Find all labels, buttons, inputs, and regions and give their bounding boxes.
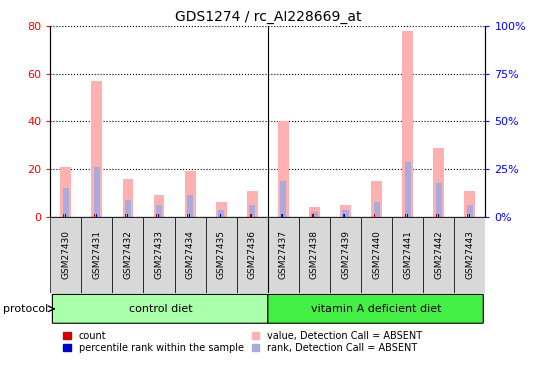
Bar <box>156 214 157 217</box>
Text: GSM27430: GSM27430 <box>61 230 70 279</box>
Text: GSM27443: GSM27443 <box>465 230 474 279</box>
Text: GSM27436: GSM27436 <box>248 230 257 279</box>
Title: GDS1274 / rc_AI228669_at: GDS1274 / rc_AI228669_at <box>175 10 361 24</box>
Bar <box>237 217 268 293</box>
Bar <box>206 217 237 293</box>
Text: GSM27442: GSM27442 <box>434 231 443 279</box>
Bar <box>392 217 424 293</box>
Bar <box>311 212 318 217</box>
Bar <box>94 167 100 217</box>
Bar <box>112 217 143 293</box>
Text: protocol: protocol <box>3 304 48 314</box>
Bar <box>62 188 69 217</box>
Legend: count, percentile rank within the sample, value, Detection Call = ABSENT, rank, : count, percentile rank within the sample… <box>60 327 426 357</box>
Bar <box>405 214 406 217</box>
Text: GSM27439: GSM27439 <box>341 230 350 279</box>
Bar <box>467 205 473 217</box>
Bar <box>309 207 320 217</box>
Bar <box>92 81 102 217</box>
Bar <box>187 214 189 217</box>
Bar <box>125 200 131 217</box>
Bar <box>281 214 282 217</box>
Bar <box>374 214 375 217</box>
Bar <box>158 214 159 217</box>
Text: GSM27437: GSM27437 <box>279 230 288 279</box>
Bar <box>278 122 289 217</box>
Bar <box>343 210 349 217</box>
Bar <box>282 214 283 217</box>
Bar <box>340 205 351 217</box>
Bar <box>153 195 165 217</box>
Text: vitamin A deficient diet: vitamin A deficient diet <box>311 304 442 314</box>
Text: GSM27440: GSM27440 <box>372 230 381 279</box>
Bar <box>424 217 454 293</box>
Bar <box>361 217 392 293</box>
Text: GSM27432: GSM27432 <box>123 230 132 279</box>
Bar <box>454 217 485 293</box>
Bar <box>218 210 224 217</box>
Text: GSM27431: GSM27431 <box>93 230 102 279</box>
Bar <box>175 217 206 293</box>
Text: control diet: control diet <box>129 304 193 314</box>
Bar <box>469 214 470 217</box>
FancyBboxPatch shape <box>268 294 483 323</box>
Bar <box>268 217 299 293</box>
Bar <box>312 214 313 217</box>
Bar <box>143 217 175 293</box>
Bar <box>123 178 133 217</box>
FancyBboxPatch shape <box>52 294 268 323</box>
Bar <box>437 214 439 217</box>
Bar <box>373 202 380 217</box>
Bar <box>247 190 258 217</box>
Bar <box>216 202 227 217</box>
Bar <box>185 171 195 217</box>
Text: GSM27433: GSM27433 <box>155 230 163 279</box>
Bar <box>189 214 190 217</box>
Bar <box>63 214 64 217</box>
Bar <box>187 195 193 217</box>
Bar <box>249 205 256 217</box>
Bar <box>344 214 345 217</box>
Bar <box>436 183 442 217</box>
Bar <box>60 167 71 217</box>
Bar <box>299 217 330 293</box>
Bar <box>402 31 413 217</box>
Bar <box>467 214 468 217</box>
Bar <box>343 214 344 217</box>
Bar <box>405 162 411 217</box>
Bar <box>436 214 437 217</box>
Bar <box>464 190 475 217</box>
Bar <box>127 214 128 217</box>
Bar <box>94 214 95 217</box>
Bar <box>156 205 162 217</box>
Text: GSM27441: GSM27441 <box>403 230 412 279</box>
Text: GSM27435: GSM27435 <box>217 230 225 279</box>
Text: GSM27434: GSM27434 <box>186 230 195 279</box>
Bar <box>220 214 221 217</box>
Bar <box>330 217 361 293</box>
Bar <box>376 214 377 217</box>
Bar <box>81 217 112 293</box>
Bar <box>96 214 97 217</box>
Bar <box>371 181 382 217</box>
Bar <box>280 181 286 217</box>
Text: GSM27438: GSM27438 <box>310 230 319 279</box>
Bar <box>249 214 251 217</box>
Bar <box>65 214 66 217</box>
Bar <box>50 217 81 293</box>
Bar <box>251 214 252 217</box>
Bar <box>434 148 444 217</box>
